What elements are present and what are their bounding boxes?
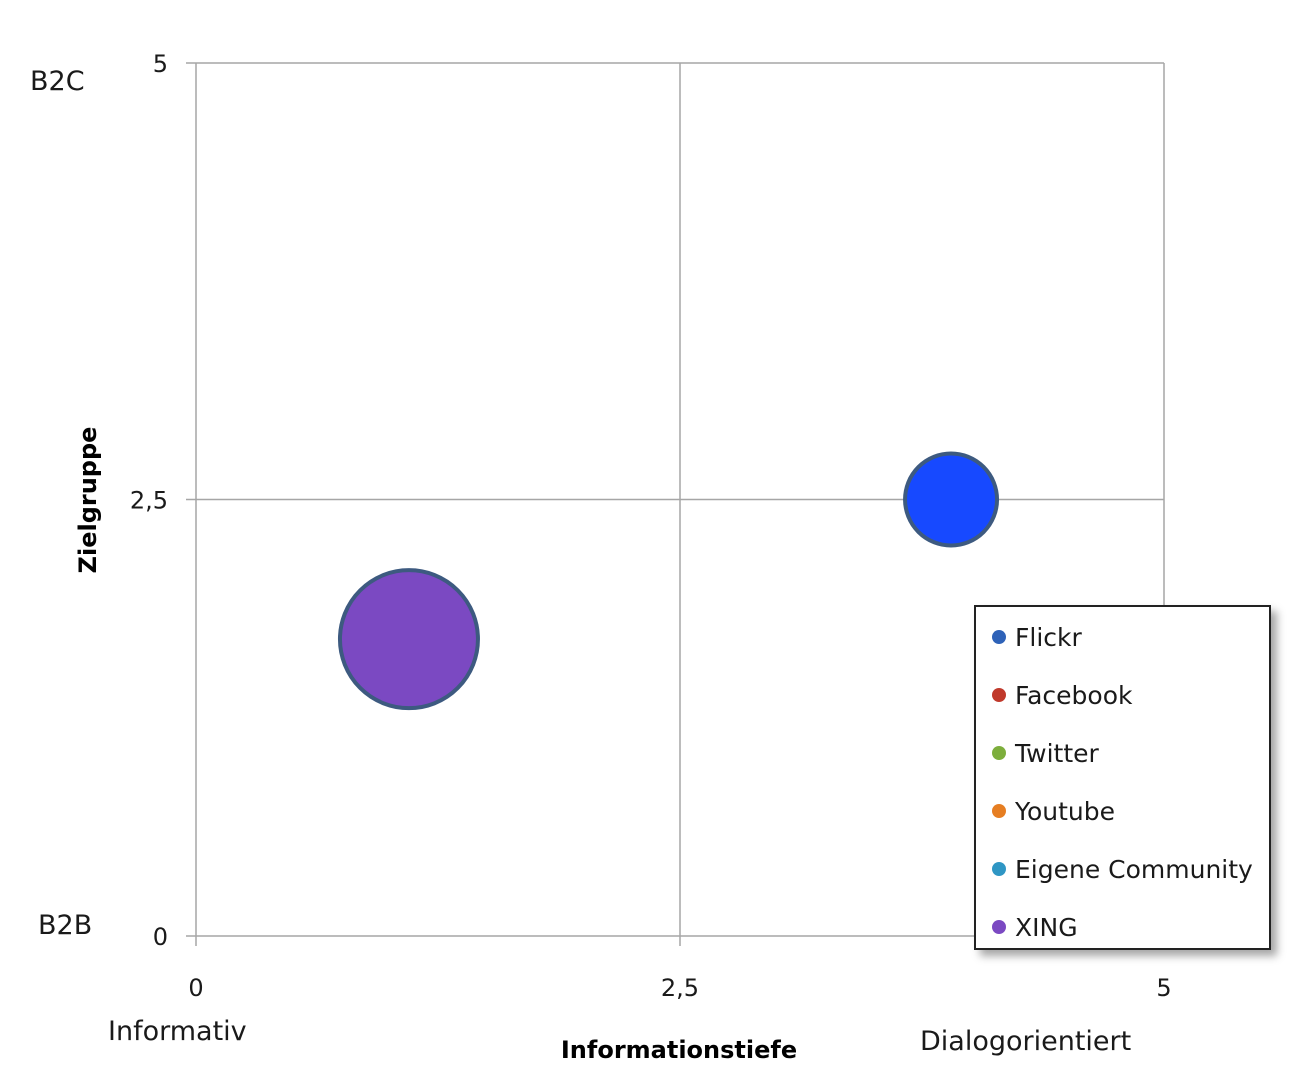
- legend-marker: [992, 688, 1006, 702]
- x-tick-label: 2,5: [661, 974, 699, 1002]
- legend-marker: [992, 804, 1006, 818]
- legend-marker: [992, 746, 1006, 760]
- legend-item: Twitter: [992, 735, 1099, 771]
- x-side-label-high: Dialogorientiert: [920, 1026, 1131, 1057]
- y-tick-label: 2,5: [130, 487, 168, 515]
- y-axis-title: Zielgruppe: [74, 427, 102, 574]
- legend-marker: [992, 630, 1006, 644]
- y-side-label-low: B2B: [38, 910, 92, 941]
- bubble-eigene-community: [903, 451, 1000, 548]
- x-tick-label: 5: [1156, 974, 1171, 1002]
- legend-item: XING: [992, 909, 1078, 945]
- legend-label: Flickr: [1015, 622, 1082, 652]
- y-tick-label: 5: [153, 50, 168, 78]
- bubble-xing: [337, 568, 480, 711]
- legend-item: Eigene Community: [992, 851, 1253, 887]
- x-axis-title: Informationstiefe: [561, 1036, 797, 1064]
- legend-item: Flickr: [992, 619, 1082, 655]
- x-side-label-low: Informativ: [108, 1016, 247, 1047]
- legend: Flickr Facebook Twitter Youtube Eigene Commu…: [974, 605, 1271, 950]
- legend-label: Twitter: [1015, 738, 1099, 768]
- x-tick-label: 0: [188, 974, 203, 1002]
- legend-marker: [992, 862, 1006, 876]
- legend-label: XING: [1015, 912, 1078, 942]
- legend-label: Eigene Community: [1015, 854, 1253, 884]
- legend-item: Youtube: [992, 793, 1115, 829]
- legend-label: Facebook: [1015, 680, 1133, 710]
- legend-marker: [992, 920, 1006, 934]
- y-side-label-high: B2C: [30, 66, 85, 97]
- legend-label: Youtube: [1015, 796, 1115, 826]
- legend-item: Facebook: [992, 677, 1132, 713]
- y-tick-label: 0: [153, 923, 168, 951]
